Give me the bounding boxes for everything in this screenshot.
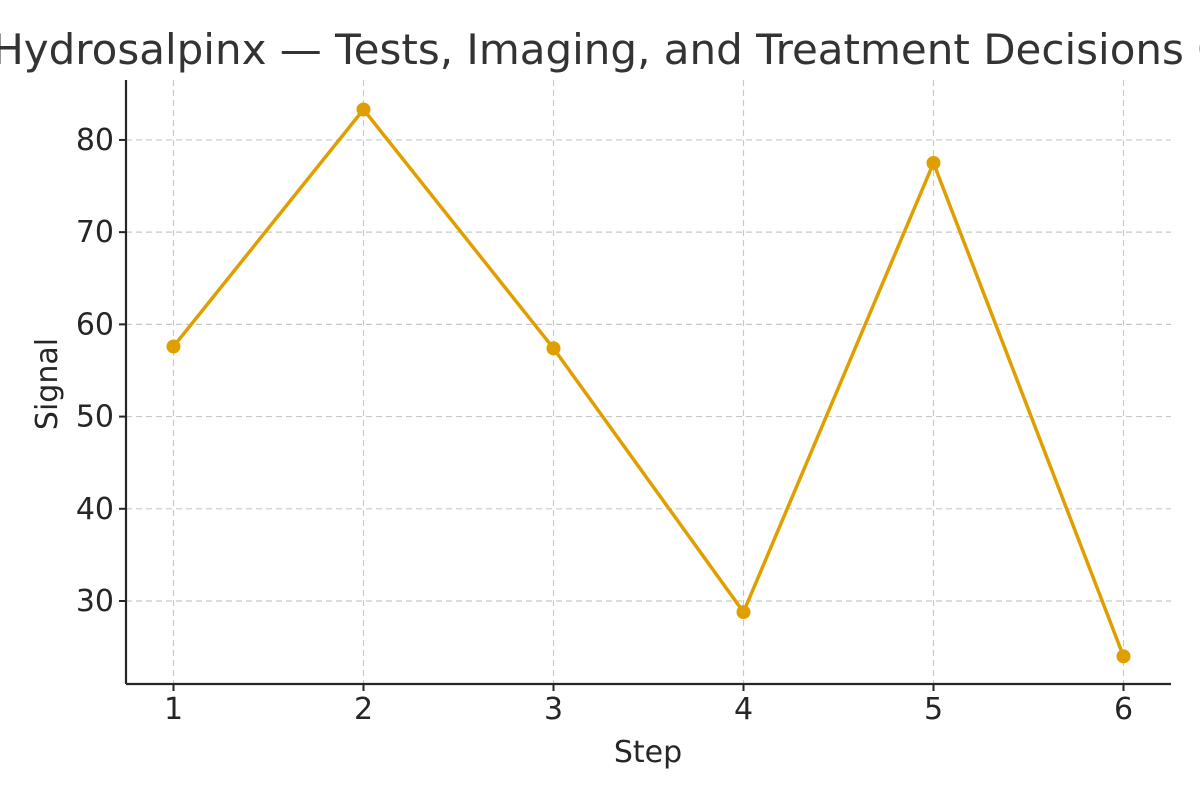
data-point bbox=[546, 341, 561, 356]
y-tick-label: 30 bbox=[76, 584, 114, 619]
series-line bbox=[171, 107, 1126, 659]
x-tick-label: 2 bbox=[354, 692, 373, 727]
data-point bbox=[736, 605, 751, 620]
chart-title: Hydrosalpinx — Tests, Imaging, and Treat… bbox=[0, 25, 1200, 74]
y-axis-label: Signal bbox=[30, 338, 65, 430]
y-tick-label: 80 bbox=[76, 123, 114, 158]
data-point bbox=[166, 339, 181, 354]
x-axis-label: Step bbox=[614, 735, 682, 770]
y-tick-label: 60 bbox=[76, 307, 114, 342]
y-tick-label: 70 bbox=[76, 215, 114, 250]
data-point bbox=[356, 102, 371, 117]
y-tick-label: 40 bbox=[76, 492, 114, 527]
series bbox=[166, 102, 1131, 664]
y-tick-label: 50 bbox=[76, 400, 114, 435]
x-tick-label: 3 bbox=[544, 692, 563, 727]
x-tick-label: 5 bbox=[924, 692, 943, 727]
x-tick-label: 4 bbox=[734, 692, 753, 727]
x-tick-label: 1 bbox=[164, 692, 183, 727]
axes bbox=[124, 80, 1171, 686]
data-point bbox=[926, 155, 941, 170]
grid bbox=[126, 80, 1171, 684]
data-point bbox=[1116, 649, 1131, 664]
x-tick-label: 6 bbox=[1114, 692, 1133, 727]
ticks: 1 2 3 4 5 6 30 40 50 60 70 80 bbox=[76, 123, 1133, 727]
